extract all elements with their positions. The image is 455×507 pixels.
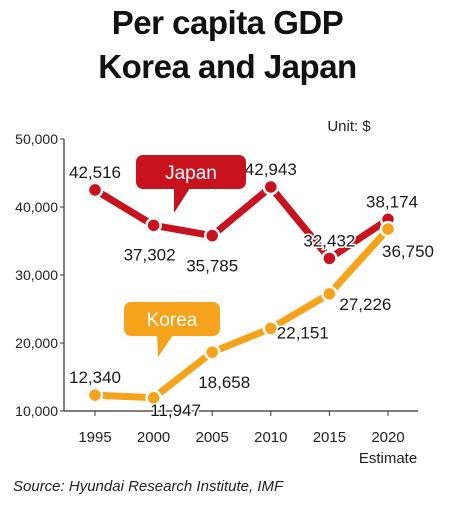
japan-point-1995 xyxy=(86,181,104,199)
japan-point-2000 xyxy=(145,217,162,234)
korea-data-label-2000: 11,947 xyxy=(150,401,201,420)
japan-data-label-2000: 37,302 xyxy=(124,245,176,264)
japan-data-label-2015: 32,432 xyxy=(303,231,355,250)
x-tick-label: 2015 xyxy=(313,429,346,446)
korea-series-line xyxy=(91,225,392,402)
chart-title-line2: Korea and Japan xyxy=(98,48,357,85)
korea-legend-callout: Korea xyxy=(124,302,220,357)
y-tick-label: 20,000 xyxy=(15,335,58,351)
chart-title-line1: Per capita GDP xyxy=(111,4,344,41)
korea-data-label-1995: 12,340 xyxy=(69,368,121,387)
japan-point-2015 xyxy=(321,250,338,267)
korea-data-label-2020: 36,750 xyxy=(382,242,434,261)
korea-point-2020 xyxy=(379,220,397,238)
japan-data-label-1995: 42,516 xyxy=(69,163,121,182)
x-tick-label: 1995 xyxy=(78,429,111,446)
korea-point-1995 xyxy=(86,386,104,404)
unit-label: Unit: $ xyxy=(327,118,371,135)
x-tick-label: 2005 xyxy=(196,429,229,446)
japan-series-line xyxy=(91,183,392,262)
x-tick-label: 2010 xyxy=(254,429,287,446)
korea-point-2000 xyxy=(145,389,162,407)
x-tick-label: 2020 xyxy=(371,429,404,446)
japan-data-label-2010: 42,943 xyxy=(245,160,297,179)
korea-point-2010 xyxy=(262,320,280,337)
japan-point-2005 xyxy=(203,227,221,244)
source-note: Source: Hyundai Research Institute, IMF xyxy=(13,478,284,495)
korea-data-label-2010: 22,151 xyxy=(277,323,329,342)
japan-legend-label: Japan xyxy=(165,163,217,184)
y-tick-label: 40,000 xyxy=(15,199,58,215)
korea-data-label-2005: 18,658 xyxy=(198,373,250,392)
korea-point-2015 xyxy=(321,285,338,303)
korea-data-label-2015: 27,226 xyxy=(339,295,391,314)
y-tick-label: 50,000 xyxy=(15,131,58,147)
y-tick-label: 10,000 xyxy=(15,403,58,419)
japan-point-2010 xyxy=(262,178,280,196)
japan-data-label-2020: 38,174 xyxy=(366,192,418,211)
x-tick-sublabel: Estimate xyxy=(359,450,417,467)
japan-data-label-2005: 35,785 xyxy=(186,257,238,276)
japan-legend-callout: Japan xyxy=(136,155,246,213)
y-tick-label: 30,000 xyxy=(15,267,58,283)
korea-legend-label: Korea xyxy=(147,310,198,331)
korea-point-2005 xyxy=(203,343,221,361)
x-tick-label: 2000 xyxy=(137,429,170,446)
